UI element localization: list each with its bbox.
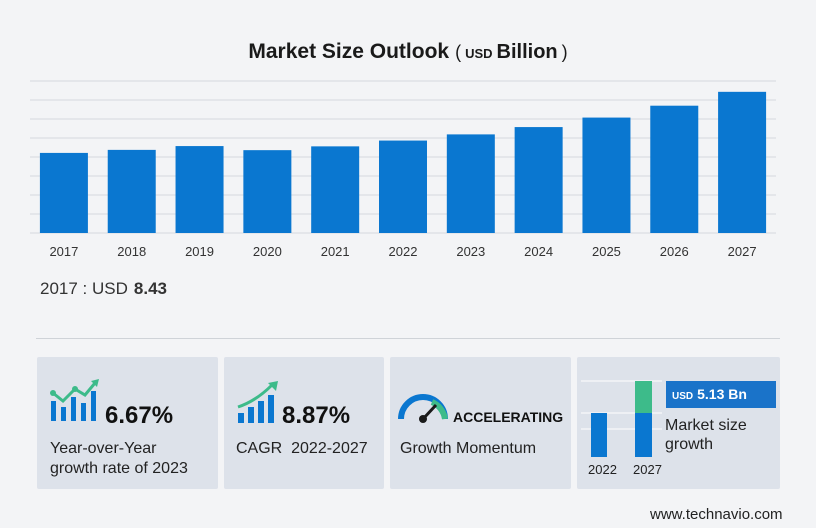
x-tick-2026: 2026: [660, 244, 689, 259]
title-text: Market Size Outlook: [248, 40, 450, 63]
growth-year-start: 2022: [588, 462, 617, 477]
growth-card: 2022 2027 Market size growth: [577, 357, 780, 489]
momentum-card: ACCELERATING Growth Momentum: [390, 357, 571, 489]
bar-2019: [175, 146, 224, 233]
growth-label-1: Market size: [665, 417, 747, 434]
yoy-label-1: Year-over-Year: [50, 440, 157, 457]
cagr-label: CAGR 2022-2027: [236, 440, 368, 457]
cagr-chart-icon: [237, 381, 278, 423]
momentum-status: ACCELERATING: [453, 409, 564, 425]
x-tick-2021: 2021: [321, 244, 350, 259]
x-tick-2023: 2023: [456, 244, 485, 259]
yoy-label-2: growth rate of 2023: [50, 460, 188, 477]
x-tick-2024: 2024: [524, 244, 553, 259]
footer-url: www.technavio.com: [650, 506, 783, 523]
growth-year-end: 2027: [633, 462, 662, 477]
unit-usd: USD: [465, 46, 493, 61]
bar-chart: 2017 2018 2019 2020 2021 2022 2023 2024 2025 2026…: [30, 80, 776, 259]
base-number: 8.43: [133, 279, 167, 298]
unit-word: Billion: [496, 41, 558, 63]
base-value: 2017 : USD 8.43: [40, 279, 167, 299]
growth-badge: USD 5.13 Bn: [666, 381, 776, 408]
x-tick-2019: 2019: [185, 244, 214, 259]
cagr-card: 8.87% CAGR 2022-2027: [224, 357, 384, 489]
x-tick-2017: 2017: [49, 244, 78, 259]
mini-bar-growth: [635, 381, 652, 413]
bar-2022: [379, 140, 427, 233]
cagr-value: 8.87%: [282, 402, 351, 429]
base-label: 2017 : USD: [40, 279, 128, 298]
badge-usd: USD: [672, 391, 694, 402]
bar-2023: [446, 134, 495, 233]
x-tick-2025: 2025: [592, 244, 621, 259]
badge-amount: 5.13 Bn: [697, 386, 747, 402]
bar-2018: [107, 149, 156, 233]
x-tick-2027: 2027: [728, 244, 757, 259]
unit-open: (: [455, 42, 462, 62]
x-tick-2018: 2018: [117, 244, 146, 259]
growth-label-2: growth: [665, 436, 714, 453]
speedometer-icon: [398, 394, 448, 423]
x-tick-2022: 2022: [389, 244, 418, 259]
mini-bar-start: [591, 413, 607, 457]
bar-2025: [582, 117, 631, 233]
growth-chart-icon: [50, 379, 99, 421]
mini-bar-end: [635, 413, 652, 457]
chart-title: Market Size Outlook(USD Billion): [0, 40, 816, 64]
bar-2026: [650, 105, 699, 233]
divider: [36, 338, 780, 339]
bar-2017: [39, 152, 88, 233]
bar-2021: [311, 146, 360, 233]
momentum-label: Growth Momentum: [400, 440, 537, 457]
bar-2024: [514, 127, 563, 233]
x-tick-2020: 2020: [253, 244, 282, 259]
bar-2020: [243, 150, 292, 233]
yoy-card: 6.67% Year-over-Year growth rate of 2023: [37, 357, 218, 489]
bar-2027: [718, 91, 767, 233]
growth-mini-chart: [581, 380, 662, 457]
unit-close: ): [561, 42, 568, 62]
yoy-value: 6.67%: [105, 402, 174, 429]
